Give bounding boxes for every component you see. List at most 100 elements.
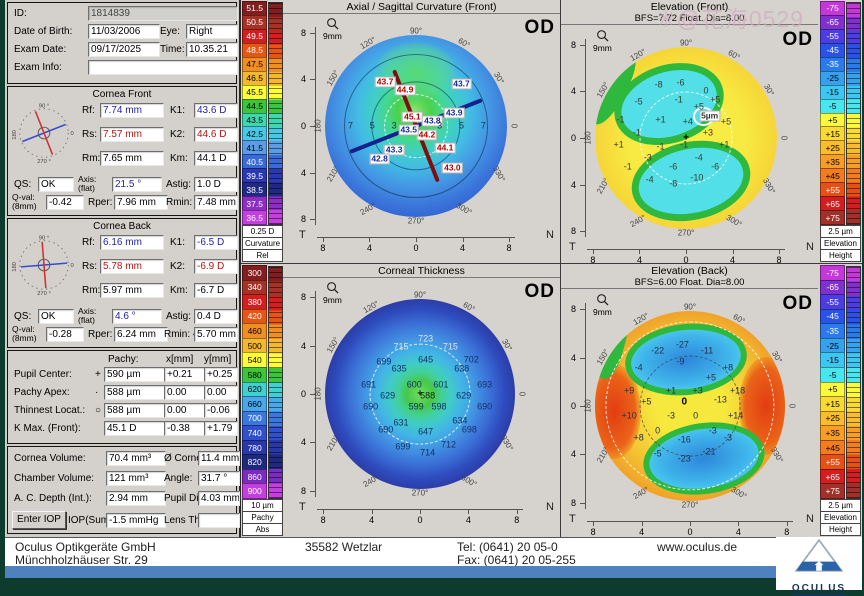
iop-sum-field[interactable]: -1.5 mmHg <box>106 513 166 528</box>
cornea-front-title: Cornea Front <box>92 89 152 100</box>
maps-region: 51.5 50.5 49.5 48.5 47.5 46.5 45.5 44.5 43.5 42.5… <box>241 0 862 537</box>
elevation-back-scale: -75 -65 -55 -45 -35 -25 -15 -5 +5 +15 +25 +35 +45 +55… <box>819 264 861 537</box>
svg-text:180: 180 <box>12 262 18 272</box>
magnifier-icon <box>327 282 339 294</box>
dob-field[interactable]: 11/03/2006 <box>88 24 160 39</box>
pachy-header: Pachy: <box>108 354 139 365</box>
lens-th-field[interactable] <box>198 513 240 528</box>
qs-field: OK <box>38 177 74 192</box>
k2-back-field: -6.9 D <box>194 259 238 274</box>
map-subtitle: BFS=6.00 Float. Dia=8.00 <box>634 277 745 288</box>
curvature-map[interactable]: 43.7 44.9 45.1 44.2 44.1 43.0 43.7 43.9 43.8 43.5… <box>313 26 518 225</box>
rs-back-field: 5.78 mm <box>100 259 164 274</box>
magnifier-icon <box>597 30 609 42</box>
rm-field: 7.65 mm <box>100 151 164 166</box>
map-title: Elevation (Back) <box>651 265 728 277</box>
rm-label: Rm: <box>82 153 101 164</box>
pachy-value-field: 45.1 D <box>104 421 166 436</box>
y-value-field: -0.06 <box>204 403 238 418</box>
curvature-scale: 51.5 50.5 49.5 48.5 47.5 46.5 45.5 44.5 43.5 42.5… <box>241 0 283 263</box>
x-value-field: +0.21 <box>164 367 206 382</box>
rmin-field: 7.48 mm <box>194 195 238 210</box>
website-link[interactable]: www.oculus.de <box>657 540 738 554</box>
patient-info-box: ID: 1814839 Date of Birth: 11/03/2006 Ey… <box>7 2 238 84</box>
left-panel: ID: 1814839 Date of Birth: 11/03/2006 Ey… <box>5 0 241 537</box>
degree-ring: 90° 60° 30° 0 330° 300° 270° 240° 210° 180 150° 120… <box>313 290 527 498</box>
exam-date-field[interactable]: 09/17/2025 <box>88 42 160 57</box>
elevation-front-map[interactable]: + -8 -6 0 -5 -1 +5 +5 5µm +1 +4 +5 -1 -1 +3 -1 -1 +1 +1 -3… <box>583 38 788 237</box>
thickness-values: 715 723 715 699 645 702 635 638 691 600 601 693 629 5… <box>361 333 493 458</box>
chamber-volume-field: 121 mm³ <box>106 471 166 486</box>
km-label: Km: <box>170 153 188 164</box>
nasal-label: N <box>806 241 814 253</box>
exam-info-label: Exam Info: <box>14 62 62 73</box>
x-value-field: 0.00 <box>164 403 206 418</box>
od-label: OD <box>524 281 555 302</box>
svg-text:180: 180 <box>12 130 18 140</box>
angle-field: 31.7 ° <box>198 471 240 486</box>
svg-text:270 °: 270 ° <box>37 291 51 297</box>
y-header: y[mm] <box>204 354 232 365</box>
rm-back-field: 5.97 mm <box>100 283 164 298</box>
x-value-field: -0.38 <box>164 421 206 436</box>
x-header: x[mm] <box>166 354 194 365</box>
cornea-back-box: Cornea Back 90 ° 270 ° 180 0 Rf: 6.16 mm… <box>7 218 238 348</box>
pachy-row: K Max. (Front): 45.1 D -0.38 +1.79 <box>8 421 238 439</box>
elevation-back-map[interactable]: -22 -27 -11 -4 -9 +8 +5 +9 +1 +3 +18 +5 0 -13 +10 -3 0 +1… <box>584 303 797 510</box>
zoom-tool[interactable]: 9mm <box>323 281 342 305</box>
oculus-logo-text: OCULUS <box>791 583 847 596</box>
qs-label: QS: <box>14 179 32 190</box>
zoom-tool[interactable]: 9mm <box>323 17 342 41</box>
qval-back-field: -0.28 <box>46 327 84 342</box>
elevation-front-values: -8 -6 0 -5 -1 +5 +5 5µm +1 +4 +5 -1 -1 +3 -1 -1 +1 +1 -3 -4… <box>613 77 732 188</box>
map-subtitle: BFS=7.72 Float. Dia=8.00 <box>634 13 745 24</box>
elevation-back-panel: Elevation (Back) BFS=6.00 Float. Dia=8.0… <box>561 264 818 537</box>
k2-label: K2: <box>170 129 186 140</box>
rf-back-field: 6.16 mm <box>100 235 164 250</box>
rf-label: Rf: <box>82 105 95 116</box>
ac-depth-label: A. C. Depth (Int.): <box>14 493 92 504</box>
km-back-field: -6.7 D <box>194 283 238 298</box>
enter-iop-button[interactable]: Enter IOP <box>12 511 66 529</box>
exam-info-field[interactable] <box>88 60 238 75</box>
marker-icon: + <box>95 369 101 380</box>
elevation-front-panel: Elevation (Front) BFS=7.72 Float. Dia=8.… <box>561 0 818 265</box>
footer: Oculus Optikgeräte GmbH Münchholzhäuser … <box>5 537 862 567</box>
rper-label: Rper: <box>88 197 113 208</box>
dob-label: Date of Birth: <box>14 26 73 37</box>
astig-back-field: 0.4 D <box>194 309 238 324</box>
watermark: ✳@花海0529 <box>656 6 804 32</box>
pupil-dia-label: Pupil Dia: <box>164 493 207 504</box>
time-field[interactable]: 10.35.21 <box>186 42 238 57</box>
id-field[interactable]: 1814839 <box>88 6 238 21</box>
zoom-tool[interactable]: 9mm <box>593 293 612 317</box>
rf-field: 7.74 mm <box>100 103 164 118</box>
nasal-label: N <box>546 501 554 513</box>
thickness-map[interactable]: + 715 723 715 699 645 702 635 638 691 600 601 693 62… <box>313 290 527 498</box>
k1-label: K1: <box>170 105 186 116</box>
eye-field[interactable]: Right <box>186 24 238 39</box>
pachy-value-field: 590 µm <box>104 367 166 382</box>
rper-back-field: 6.24 mm <box>114 327 168 342</box>
pupil-dia-field: 4.03 mm <box>198 491 240 506</box>
company-city: 35582 Wetzlar <box>305 540 383 554</box>
y-value-field: 0.00 <box>204 385 238 400</box>
map-title: Corneal Thickness <box>378 265 465 277</box>
axis-field: 21.5 ° <box>112 177 162 192</box>
rs-label: Rs: <box>82 129 97 140</box>
magnifier-icon <box>597 294 609 306</box>
astig-field: 1.0 D <box>194 177 238 192</box>
km-field: 44.1 D <box>194 151 238 166</box>
marker-icon: · <box>95 387 99 398</box>
zoom-tool[interactable]: 9mm <box>593 29 612 53</box>
exam-date-label: Exam Date: <box>14 44 67 55</box>
y-value-field: +1.79 <box>204 421 238 436</box>
temporal-label: T <box>299 229 306 241</box>
